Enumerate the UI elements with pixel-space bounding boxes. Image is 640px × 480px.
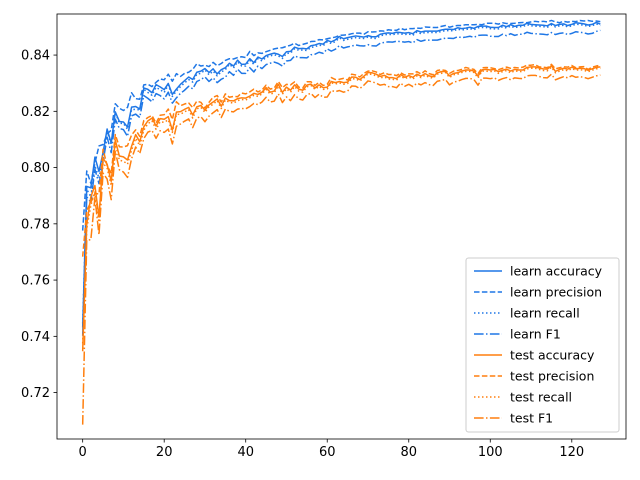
series-line-learn-precision (81, 19, 601, 231)
legend-label: learn precision (510, 285, 602, 300)
y-tick-label: 0.82 (21, 105, 50, 120)
series-line-test-recall (81, 66, 601, 344)
x-tick-label: 120 (559, 445, 584, 460)
plot-frame (56, 13, 627, 440)
x-tick-label: 80 (400, 445, 417, 460)
series-line-test-precision (81, 63, 601, 257)
series-line-learn-f1 (81, 29, 601, 336)
y-tick-label: 0.76 (21, 274, 50, 289)
y-tick-label: 0.72 (21, 386, 50, 401)
x-tick-label: 40 (237, 445, 254, 460)
legend-label: test recall (510, 390, 572, 405)
x-tick-label: 100 (478, 445, 503, 460)
x-tick-label: 60 (319, 445, 336, 460)
series-line-test-accuracy (81, 65, 601, 352)
legend-label: test F1 (510, 411, 553, 426)
y-tick-label: 0.74 (21, 330, 50, 345)
y-tick-label: 0.80 (21, 161, 50, 176)
legend-label: test accuracy (510, 348, 595, 363)
x-tick-label: 0 (79, 445, 87, 460)
legend-box (465, 257, 620, 433)
y-tick-label: 0.84 (21, 49, 50, 64)
legend-label: test precision (510, 369, 594, 384)
series-lines (81, 19, 601, 425)
axes: 0 20 40 60 80 100 120 0.72 0.74 0.76 0.78 0.80 0.82 0… (21, 49, 584, 460)
y-tick-label: 0.78 (21, 217, 50, 232)
series-line-test-f1 (81, 73, 601, 425)
x-tick-label: 20 (156, 445, 173, 460)
legend-label: learn F1 (510, 327, 561, 342)
legend: learn accuracy learn precision learn recal… (465, 257, 620, 433)
legend-label: learn accuracy (510, 264, 603, 279)
legend-label: learn recall (510, 306, 580, 321)
